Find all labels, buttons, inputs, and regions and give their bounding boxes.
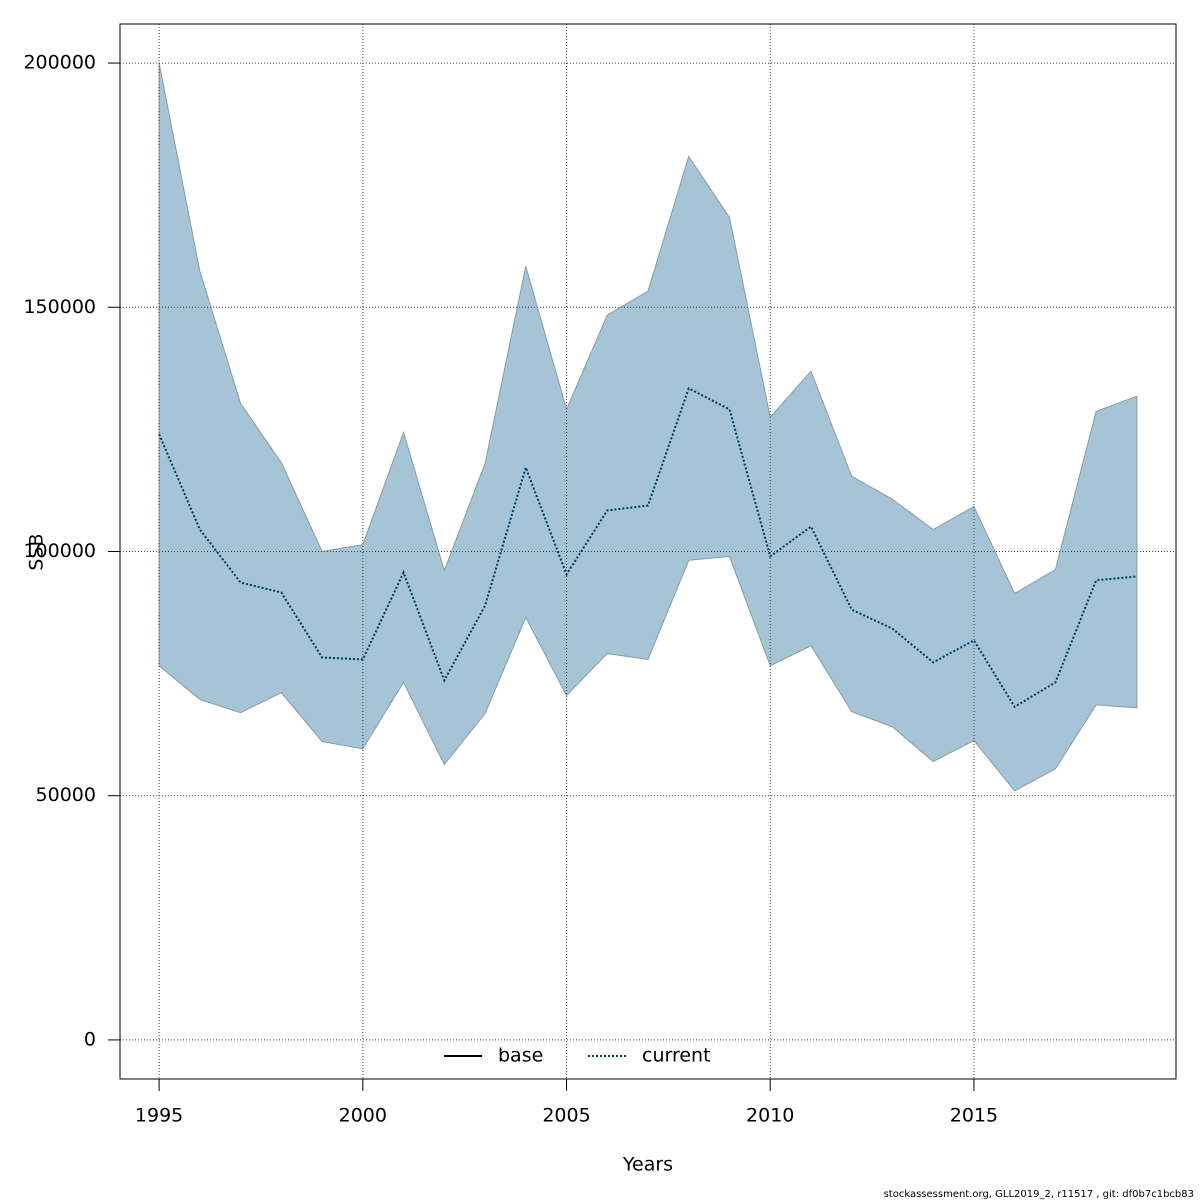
series-line	[158, 386, 1137, 709]
x-tick-label: 2015	[950, 1105, 998, 1127]
plot-frame	[119, 23, 1177, 1080]
legend-label: current	[642, 1045, 711, 1067]
y-axis-label: SSB	[26, 533, 48, 570]
x-axis-label: Years	[622, 1154, 673, 1176]
x-tick-label: 1995	[135, 1105, 183, 1127]
y-tick-label: 100000	[23, 540, 96, 562]
y-tick-label: 50000	[36, 784, 96, 806]
y-tick-label: 200000	[23, 52, 96, 74]
footnote: stockassessment.org, GLL2019_2, r11517 ,…	[884, 1189, 1194, 1200]
x-tick-label: 2000	[339, 1105, 387, 1127]
x-tick-label: 2005	[542, 1105, 590, 1127]
y-tick-label: 150000	[23, 296, 96, 318]
confidence-band	[158, 62, 1138, 792]
x-tick-label: 2010	[746, 1105, 794, 1127]
legend-label: base	[498, 1045, 543, 1067]
y-tick-label: 0	[84, 1028, 96, 1050]
